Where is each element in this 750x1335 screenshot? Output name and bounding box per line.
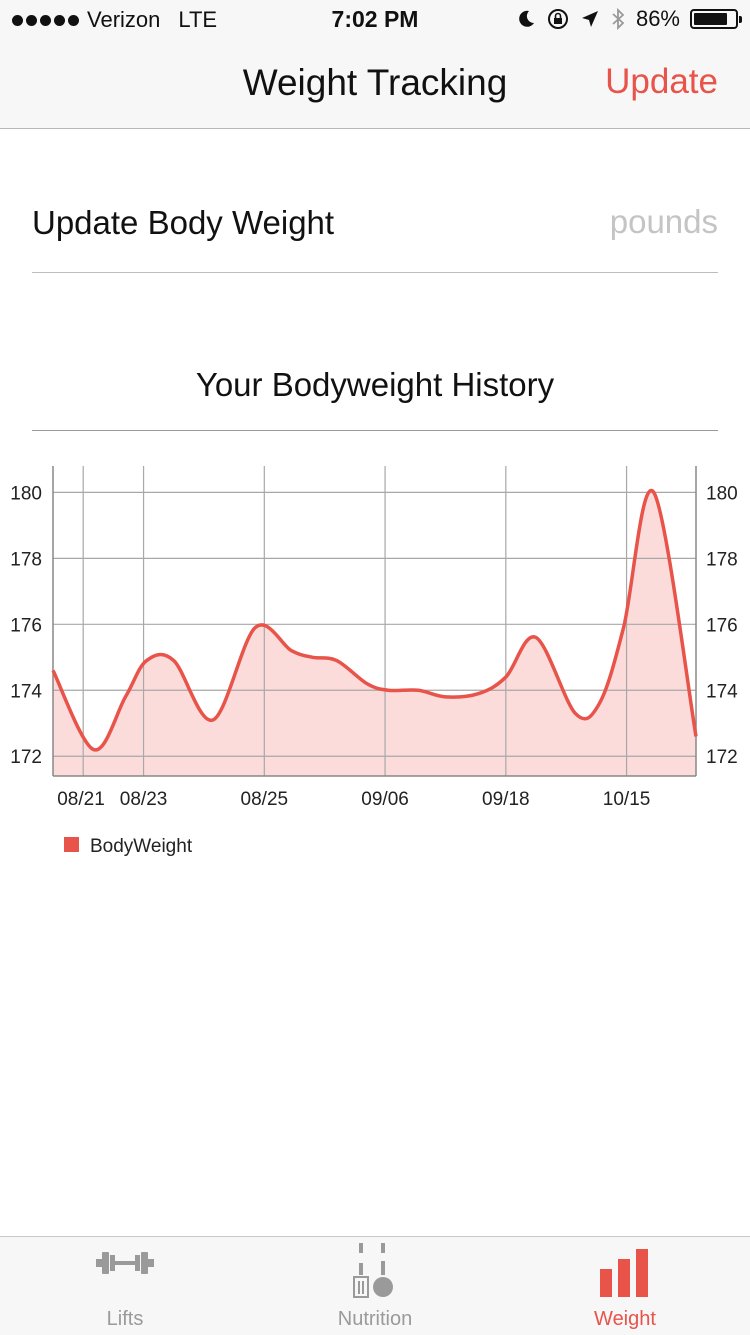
tab-nutrition[interactable]: Nutrition [250,1237,500,1335]
y-tick-label-left: 174 [10,681,42,702]
x-tick-label: 08/23 [120,789,168,810]
x-tick-label: 08/21 [57,789,105,810]
update-weight-label: Update Body Weight [32,204,335,241]
fork-knife-icon [353,1243,393,1298]
x-tick-label: 08/25 [241,789,289,810]
network-type: LTE [178,7,218,32]
status-time: 7:02 PM [331,6,419,32]
barbell-icon [96,1252,154,1274]
y-tick-label-right: 174 [706,681,738,702]
tab-label: Weight [594,1308,656,1330]
tab-label: Lifts [106,1308,144,1330]
y-tick-label-left: 178 [10,549,42,570]
y-tick-label-left: 176 [10,615,42,636]
signal-strength-icon [12,14,79,26]
location-arrow-icon [581,11,598,27]
navigation-bar: Weight Tracking Update [0,40,750,129]
y-tick-label-right: 178 [706,549,738,570]
tab-weight[interactable]: Weight [500,1237,750,1335]
y-tick-label-right: 172 [706,747,738,768]
history-section-header: Your Bodyweight History [32,360,718,431]
bluetooth-icon [612,7,625,31]
y-tick-label-left: 180 [10,483,42,504]
bar-chart-icon [600,1249,648,1297]
x-tick-label: 10/15 [603,789,651,810]
tab-bar: Lifts Nutrition Weight [0,1236,750,1335]
update-button[interactable]: Update [605,62,718,101]
legend-label-bodyweight: BodyWeight [90,836,193,857]
rotation-lock-icon [547,9,568,29]
y-tick-label-right: 176 [706,615,738,636]
legend-swatch-bodyweight [64,837,79,852]
status-right: 86% [516,6,742,32]
status-left: Verizon LTE [12,7,217,33]
tab-lifts[interactable]: Lifts [0,1237,250,1335]
battery-level [694,13,727,25]
x-tick-label: 09/18 [482,789,530,810]
status-bar: Verizon LTE 7:02 PM 86% [0,0,750,40]
series-area-bodyweight [53,490,696,776]
update-weight-row: Update Body Weight [32,190,718,273]
history-title: Your Bodyweight History [195,366,555,403]
moon-icon [519,10,534,27]
bodyweight-chart: 172 172 174 174 176 176 178 178 180 180 08/21 08/23… [10,466,738,857]
carrier-name: Verizon [87,7,161,32]
y-tick-label-left: 172 [10,747,42,768]
x-tick-label: 09/06 [361,789,409,810]
tab-label: Nutrition [337,1308,413,1330]
battery-icon [690,9,742,29]
battery-percent: 86% [635,6,680,31]
weight-input[interactable] [418,200,718,244]
series-line-bodyweight [51,488,698,752]
y-tick-label-right: 180 [706,483,738,504]
page-title: Weight Tracking [242,62,508,103]
